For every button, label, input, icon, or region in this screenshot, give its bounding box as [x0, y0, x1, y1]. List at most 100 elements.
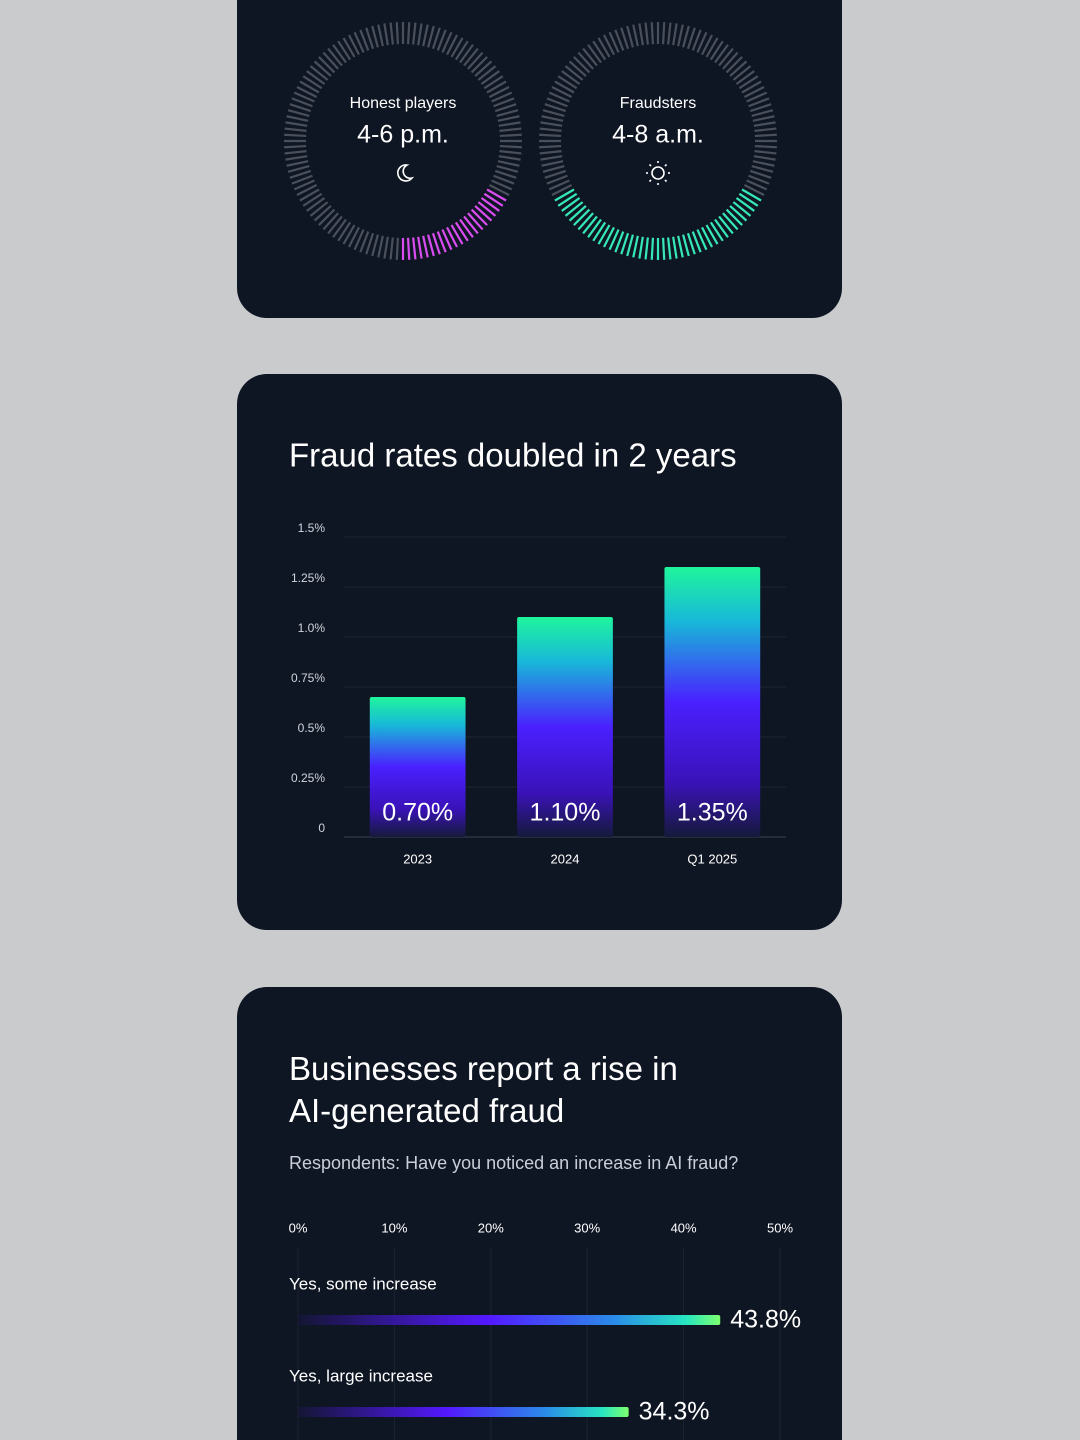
- y-tick-label: 0.25%: [291, 771, 325, 785]
- ring-tick: [291, 97, 313, 108]
- ring-tick: [422, 235, 429, 258]
- ring-tick: [499, 133, 522, 138]
- ring-tick: [732, 65, 752, 81]
- ring-tick: [499, 144, 522, 149]
- ring-tick: [480, 197, 500, 212]
- ring-tick: [608, 31, 620, 53]
- ring-tick: [491, 91, 513, 103]
- ring-tick: [296, 85, 318, 98]
- bar: [517, 617, 613, 837]
- ring-tick: [587, 218, 602, 238]
- ring-tick: [602, 34, 615, 56]
- ring-tick: [322, 51, 339, 70]
- ring-tick: [477, 201, 497, 217]
- ring-tick: [422, 24, 429, 47]
- ring-tick: [289, 103, 312, 113]
- ring-tick: [494, 169, 517, 179]
- ring-tick: [539, 144, 562, 149]
- ring-tick: [463, 47, 479, 67]
- ring-tick: [427, 25, 435, 48]
- ring-tick: [568, 205, 587, 222]
- ring-tick: [467, 212, 484, 231]
- ring-tick: [417, 23, 423, 46]
- x-tick-label: 40%: [671, 1220, 697, 1235]
- ring-tick: [541, 160, 564, 167]
- ring-tick: [389, 22, 394, 45]
- ring-tick: [725, 208, 743, 226]
- ring-tick: [573, 56, 591, 74]
- ring-tick: [454, 40, 469, 61]
- ring-tick: [436, 231, 447, 253]
- ring-tick: [496, 165, 519, 173]
- chart-subtitle: Respondents: Have you noticed an increas…: [289, 1153, 738, 1173]
- ring-tick: [483, 75, 504, 90]
- value-label: 1.10%: [530, 799, 601, 827]
- ring-tick: [488, 85, 510, 98]
- ring-tick: [296, 184, 318, 197]
- ring-tick: [602, 226, 615, 248]
- ring-tick: [667, 237, 672, 260]
- ring-tick: [539, 133, 562, 138]
- ring-tick: [406, 237, 411, 260]
- ring-tick: [577, 51, 594, 70]
- ring-tick: [318, 56, 336, 74]
- ring-tick: [322, 212, 339, 231]
- ring-tick: [650, 22, 655, 45]
- ring-tick: [284, 133, 307, 138]
- ring-tick: [752, 115, 775, 122]
- ring-tick: [644, 22, 649, 45]
- x-tick-label: 30%: [574, 1220, 600, 1235]
- ring-tick: [446, 226, 459, 248]
- ring-tick: [709, 40, 724, 61]
- ring-tick: [667, 22, 672, 45]
- ring-tick: [309, 201, 329, 217]
- y-tick-label: 0.5%: [298, 721, 326, 735]
- ring-tick: [454, 221, 469, 242]
- ring-tick: [450, 37, 464, 58]
- ring-tick: [493, 97, 515, 108]
- ring-tick: [486, 80, 507, 94]
- ring-tick: [638, 236, 644, 259]
- ring-tick: [614, 29, 625, 51]
- ring-tick: [412, 237, 417, 260]
- x-tick-label: 10%: [381, 1220, 407, 1235]
- ring-tick: [496, 109, 519, 117]
- sun-icon: [646, 161, 670, 185]
- ring-tick: [483, 192, 504, 207]
- card: [237, 987, 842, 1440]
- ring-tick: [491, 179, 513, 191]
- ring-tick: [477, 65, 497, 81]
- ring-tick: [632, 24, 639, 47]
- ring-tick: [746, 179, 768, 191]
- ring-tick: [626, 234, 634, 257]
- x-tick-label: 0%: [289, 1220, 308, 1235]
- x-tick-label: Q1 2025: [687, 851, 737, 866]
- ring-tick: [620, 232, 630, 255]
- ring-tick: [714, 44, 729, 64]
- ring-tick: [474, 60, 493, 77]
- ring-tick: [741, 188, 762, 202]
- ring-tick: [644, 237, 649, 260]
- ring-tick: [377, 235, 384, 258]
- ring-tick: [548, 179, 570, 191]
- ring-tick: [539, 127, 562, 132]
- ring-tick: [359, 231, 370, 253]
- ring-tick: [286, 160, 309, 167]
- ring-tick: [493, 174, 515, 185]
- ring-tick: [577, 212, 594, 231]
- card: [237, 0, 842, 318]
- clock-time: 4-6 p.m.: [357, 121, 449, 149]
- ring-tick: [564, 65, 584, 81]
- x-tick-label: 20%: [478, 1220, 504, 1235]
- x-tick-label: 2023: [403, 851, 432, 866]
- ring-tick: [701, 226, 714, 248]
- ring-tick: [705, 37, 719, 58]
- ring-tick: [427, 234, 435, 257]
- ring-tick: [284, 150, 307, 155]
- ring-tick: [732, 201, 752, 217]
- ring-tick: [592, 221, 607, 242]
- x-tick-label: 50%: [767, 1220, 793, 1235]
- ring-tick: [293, 179, 315, 191]
- ring-tick: [544, 103, 567, 113]
